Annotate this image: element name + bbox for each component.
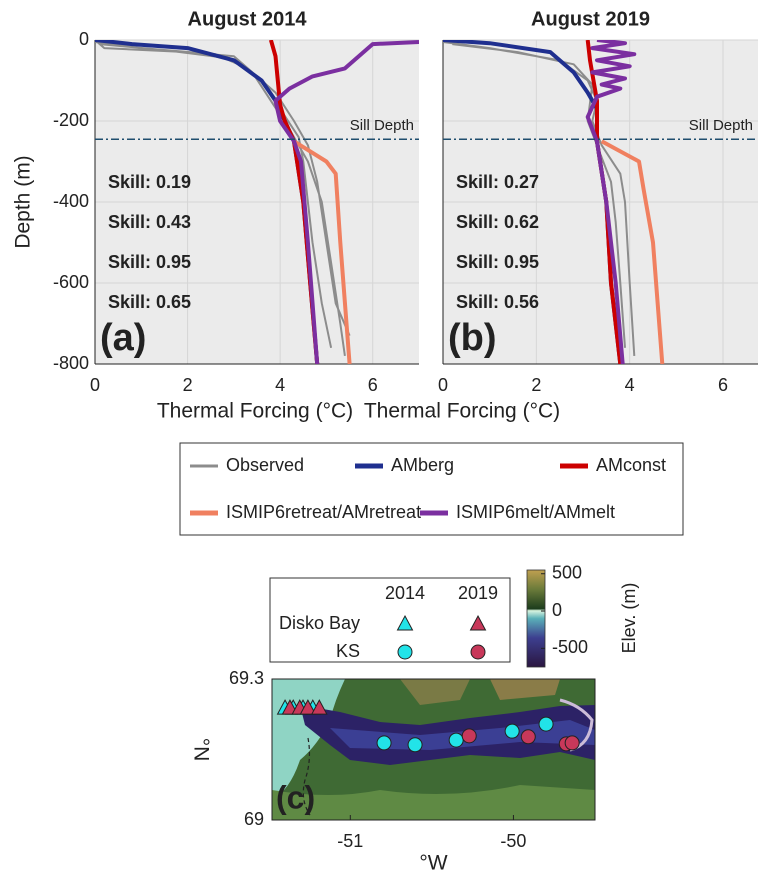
circle-marker [408, 738, 422, 752]
colorbar-label: Elev. (m) [619, 583, 639, 654]
x-tick-label: -51 [337, 831, 363, 851]
legend-label: Observed [226, 455, 304, 475]
chart-title: August 2019 [531, 8, 650, 30]
legend-marker [471, 645, 485, 659]
sill-label: Sill Depth [689, 117, 753, 134]
skill-label: Skill: 0.62 [456, 212, 539, 232]
y-tick-label: -400 [53, 191, 89, 211]
sill-label: Sill Depth [350, 117, 414, 134]
x-tick-label: 0 [438, 375, 448, 395]
y-tick-label: 0 [79, 29, 89, 49]
panel-label: (b) [448, 317, 497, 359]
skill-label: Skill: 0.95 [456, 252, 539, 272]
y-tick-label: 69 [244, 809, 264, 829]
legend-label: AMberg [391, 455, 454, 475]
legend-row-label: Disko Bay [279, 613, 360, 633]
colorbar-tick-label: -500 [552, 637, 588, 657]
circle-marker [565, 736, 579, 750]
legend-label: ISMIP6melt/AMmelt [456, 502, 615, 522]
legend-row-label: KS [336, 641, 360, 661]
skill-label: Skill: 0.27 [456, 172, 539, 192]
circle-marker [377, 736, 391, 750]
y-tick-label: -600 [53, 272, 89, 292]
x-axis-label: Thermal Forcing (°C) [364, 400, 560, 423]
y-tick-label: -800 [53, 353, 89, 373]
skill-label: Skill: 0.43 [108, 212, 191, 232]
circle-marker [449, 733, 463, 747]
chart-title: August 2014 [188, 8, 308, 30]
skill-label: Skill: 0.56 [456, 292, 539, 312]
panel-label: (c) [276, 779, 315, 815]
map-background [272, 679, 595, 820]
y-axis-label: °N [189, 738, 212, 762]
legend-column-label: 2019 [458, 583, 498, 603]
skill-label: Skill: 0.95 [108, 252, 191, 272]
panel-label: (a) [100, 317, 146, 359]
circle-marker [539, 717, 553, 731]
y-tick-label: 69.3 [229, 668, 264, 688]
x-axis-label: °W [419, 852, 447, 875]
y-axis-label: Depth (m) [12, 155, 35, 248]
x-tick-label: 4 [625, 375, 635, 395]
circle-marker [462, 729, 476, 743]
legend-column-label: 2014 [385, 583, 425, 603]
circle-marker [521, 730, 535, 744]
colorbar-tick-label: 500 [552, 562, 582, 582]
x-tick-label: -50 [500, 831, 526, 851]
x-tick-label: 2 [183, 375, 193, 395]
legend-label: AMconst [596, 455, 666, 475]
x-tick-label: 0 [90, 375, 100, 395]
x-tick-label: 4 [275, 375, 285, 395]
y-tick-label: -200 [53, 110, 89, 130]
legend-marker [398, 645, 412, 659]
legend-label: ISMIP6retreat/AMretreat [226, 502, 421, 522]
colorbar-tick-label: 0 [552, 600, 562, 620]
skill-label: Skill: 0.65 [108, 292, 191, 312]
x-axis-label: Thermal Forcing (°C) [157, 400, 353, 423]
colorbar [527, 570, 545, 667]
circle-marker [505, 724, 519, 738]
x-tick-label: 6 [718, 375, 728, 395]
x-tick-label: 6 [368, 375, 378, 395]
skill-label: Skill: 0.19 [108, 172, 191, 192]
figure: 0 2 4 6 0 -200 -400 -600 -800 Sill Depth Skill: 0.… [0, 0, 758, 879]
x-tick-label: 2 [531, 375, 541, 395]
